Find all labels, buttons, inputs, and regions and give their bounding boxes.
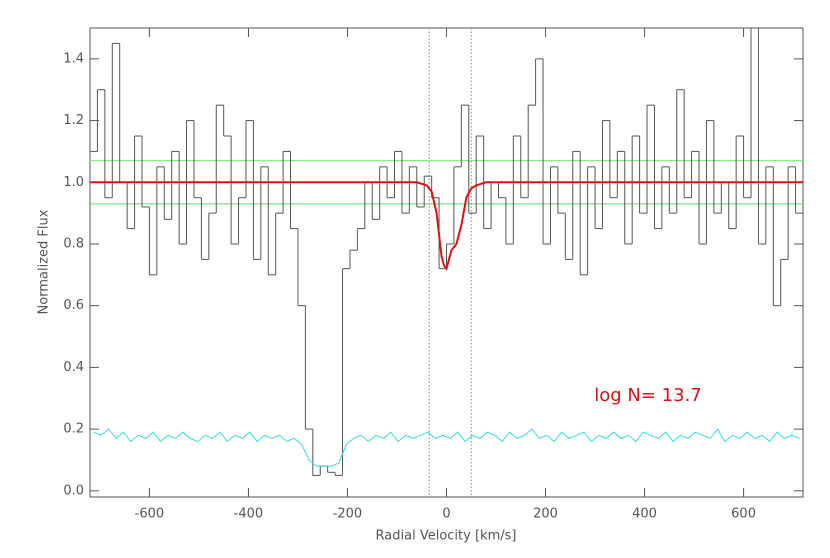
x-tick-label: 0 xyxy=(442,507,450,522)
x-tick-label: -600 xyxy=(135,507,165,522)
y-tick-label: 1.2 xyxy=(63,113,84,128)
y-tick-label: 0.8 xyxy=(63,236,84,251)
error-line xyxy=(93,428,800,467)
y-tick-label: 0.0 xyxy=(63,483,84,498)
x-tick-label: -400 xyxy=(234,507,264,522)
y-axis-label: Normalized Flux xyxy=(37,209,52,314)
y-tick-label: 0.6 xyxy=(63,298,84,313)
x-tick-label: 400 xyxy=(632,507,657,522)
x-tick-label: -200 xyxy=(333,507,363,522)
x-tick-label: 200 xyxy=(533,507,558,522)
y-tick-label: 0.2 xyxy=(63,422,84,437)
y-tick-label: 1.4 xyxy=(63,51,84,66)
x-axis-label: Radial Velocity [km/s] xyxy=(376,529,517,544)
y-tick-label: 1.0 xyxy=(63,175,84,190)
annotation: log N= 13.7 xyxy=(594,385,702,406)
y-tick-label: 0.4 xyxy=(63,360,84,375)
model-line xyxy=(90,181,803,271)
x-tick-label: 600 xyxy=(731,507,756,522)
